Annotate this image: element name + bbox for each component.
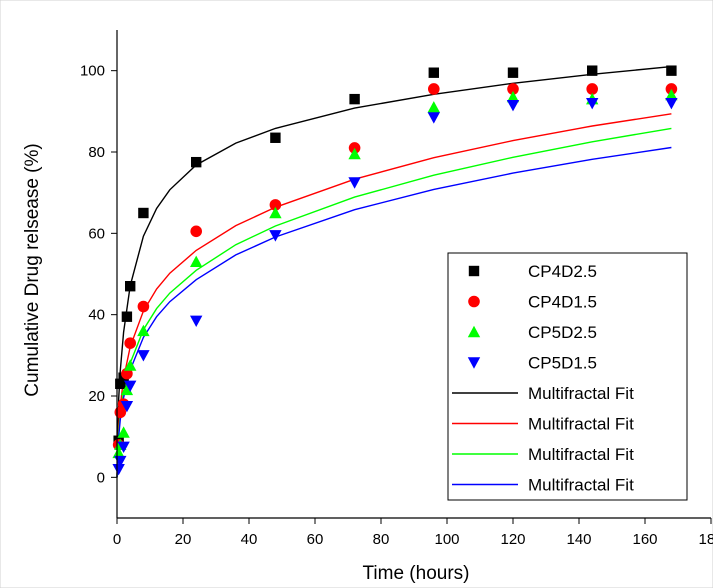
data-point-cp4d2-5 (349, 93, 360, 105)
legend-box (447, 252, 688, 501)
x-tick-label: 40 (241, 531, 258, 548)
data-point-cp5d2-5 (665, 88, 678, 101)
y-tick-label: 20 (88, 388, 105, 405)
data-point-cp4d2-5 (138, 207, 149, 219)
data-point-cp4d2-5 (507, 67, 519, 78)
x-axis-title: Time (hours) (363, 563, 470, 584)
data-point-cp5d2-5 (190, 255, 203, 267)
data-markers (112, 65, 678, 476)
data-point-cp5d1-5 (506, 100, 520, 112)
legend-marker-cp5d1-5 (467, 357, 481, 369)
fit-line-ff0000 (116, 113, 672, 478)
axes (116, 30, 711, 519)
data-point-cp4d1-5 (124, 337, 136, 349)
data-point-cp4d1-5 (428, 83, 440, 95)
x-ticks: 0 20 40 60 80 100 120 140 160 180 (113, 518, 713, 548)
data-point-cp4d1-5 (137, 300, 150, 313)
data-point-cp5d1-5 (586, 98, 599, 110)
data-point-cp5d2-5 (269, 206, 282, 219)
data-point-cp4d2-5 (121, 311, 133, 322)
x-tick-label: 160 (632, 531, 657, 548)
data-point-cp5d2-5 (112, 446, 125, 459)
x-tick-label: 120 (500, 531, 525, 548)
legend: CP4D2.5 CP4D1.5 CP5D2.5 CP5D1.5 Multifractal… (447, 252, 688, 501)
legend-label-cp4d1-5: CP4D1.5 (528, 293, 597, 312)
data-point-cp5d1-5 (124, 380, 137, 393)
legend-label-cp5d1-5: CP5D1.5 (528, 354, 597, 373)
data-point-cp5d2-5 (348, 147, 361, 160)
data-point-cp4d1-5 (121, 367, 133, 380)
legend-label-multifractal-fit: Multifractal Fit (528, 445, 634, 464)
data-point-cp5d2-5 (506, 90, 520, 103)
data-point-cp4d1-5 (269, 199, 282, 211)
data-point-cp5d1-5 (190, 315, 203, 327)
x-tick-label: 0 (113, 531, 121, 548)
data-point-cp4d1-5 (507, 83, 519, 95)
data-point-cp4d2-5 (666, 65, 677, 76)
x-tick-label: 180 (698, 531, 713, 548)
legend-label-multifractal-fit: Multifractal Fit (528, 384, 634, 403)
y-tick-label: 40 (88, 307, 105, 324)
y-tick-label: 80 (88, 144, 105, 161)
data-point-cp5d1-5 (120, 400, 134, 413)
x-tick-label: 60 (307, 531, 324, 548)
data-point-cp5d1-5 (137, 350, 150, 362)
data-point-cp5d1-5 (427, 112, 440, 124)
data-point-cp5d1-5 (348, 177, 361, 189)
legend-marker-cp4d2-5 (468, 265, 480, 277)
fit-line-000000 (116, 65, 672, 478)
legend-label-cp4d2-5: CP4D2.5 (528, 262, 597, 281)
y-tick-label: 60 (88, 225, 105, 242)
legend-label-multifractal-fit: Multifractal Fit (528, 476, 634, 495)
data-point-cp4d2-5 (115, 378, 126, 389)
x-tick-label: 140 (566, 531, 591, 548)
data-point-cp5d2-5 (427, 101, 440, 113)
data-point-cp5d1-5 (117, 441, 130, 454)
data-point-cp5d1-5 (112, 464, 125, 476)
data-point-cp4d2-5 (191, 156, 202, 168)
data-point-cp5d2-5 (120, 383, 134, 396)
data-point-cp4d2-5 (428, 67, 439, 78)
data-point-cp4d1-5 (586, 83, 598, 95)
data-point-cp5d2-5 (124, 359, 137, 371)
data-point-cp5d2-5 (117, 426, 130, 438)
y-axis-title: Cumulative Drug relsease (%) (22, 143, 43, 396)
y-tick-label: 100 (80, 63, 105, 80)
x-tick-label: 100 (434, 531, 459, 548)
data-point-cp5d1-5 (665, 98, 678, 110)
legend-label-multifractal-fit: Multifractal Fit (528, 415, 634, 434)
data-point-cp5d2-5 (137, 324, 150, 337)
legend-label-cp5d2-5: CP5D2.5 (528, 323, 597, 342)
x-tick-label: 20 (175, 531, 192, 548)
y-tick-label: 0 (97, 469, 105, 486)
data-point-cp4d2-5 (587, 65, 598, 76)
y-ticks: 0 20 40 60 80 100 (80, 63, 117, 486)
data-point-cp4d2-5 (270, 132, 281, 143)
legend-marker-cp5d2-5 (467, 325, 481, 338)
data-point-cp4d1-5 (190, 225, 202, 238)
data-point-cp5d1-5 (269, 230, 282, 242)
data-point-cp4d2-5 (125, 281, 136, 292)
legend-marker-cp4d1-5 (468, 295, 480, 308)
x-tick-label: 80 (373, 531, 390, 548)
